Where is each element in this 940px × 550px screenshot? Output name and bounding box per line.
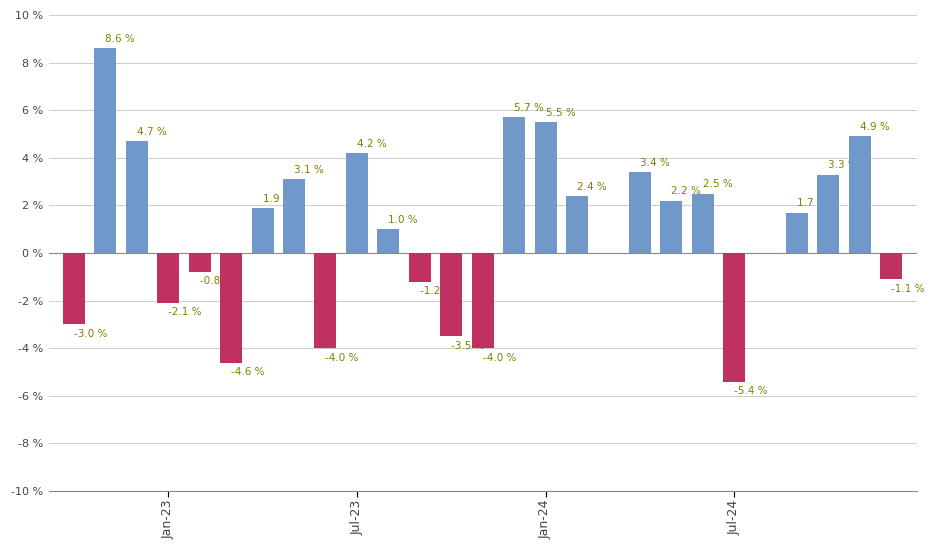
Bar	[346, 153, 368, 253]
Text: 1.9 %: 1.9 %	[262, 194, 292, 204]
Text: -0.8 %: -0.8 %	[199, 277, 233, 287]
Text: 2.5 %: 2.5 %	[703, 179, 732, 189]
Bar	[723, 253, 745, 382]
Bar	[660, 201, 682, 253]
Text: -3.0 %: -3.0 %	[74, 329, 107, 339]
Bar	[283, 179, 305, 253]
Text: 8.6 %: 8.6 %	[105, 34, 135, 44]
Text: 3.1 %: 3.1 %	[294, 165, 323, 175]
Text: -2.1 %: -2.1 %	[168, 307, 202, 317]
Text: -4.0 %: -4.0 %	[482, 353, 516, 362]
Text: 5.7 %: 5.7 %	[514, 103, 544, 113]
Bar	[315, 253, 337, 348]
Text: 1.0 %: 1.0 %	[388, 215, 418, 225]
Text: -3.5 %: -3.5 %	[451, 340, 485, 351]
Text: -1.1 %: -1.1 %	[891, 284, 925, 294]
Text: 2.4 %: 2.4 %	[577, 182, 606, 192]
Bar	[692, 194, 713, 253]
Bar	[566, 196, 588, 253]
Bar	[94, 48, 117, 253]
Text: 4.7 %: 4.7 %	[137, 127, 166, 137]
Text: 2.2 %: 2.2 %	[671, 186, 701, 196]
Text: 1.7 %: 1.7 %	[797, 199, 827, 208]
Text: -5.4 %: -5.4 %	[734, 386, 768, 396]
Text: 3.3 %: 3.3 %	[828, 160, 858, 170]
Text: -4.6 %: -4.6 %	[231, 367, 265, 377]
Text: 4.9 %: 4.9 %	[860, 122, 889, 132]
Text: -4.0 %: -4.0 %	[325, 353, 359, 362]
Bar	[849, 136, 871, 253]
Bar	[440, 253, 462, 337]
Text: 3.4 %: 3.4 %	[640, 158, 669, 168]
Bar	[377, 229, 399, 253]
Bar	[629, 172, 650, 253]
Bar	[503, 118, 525, 253]
Bar	[189, 253, 211, 272]
Text: 4.2 %: 4.2 %	[357, 139, 386, 149]
Bar	[157, 253, 180, 303]
Bar	[126, 141, 148, 253]
Bar	[63, 253, 85, 324]
Bar	[818, 174, 839, 253]
Bar	[472, 253, 494, 348]
Bar	[409, 253, 431, 282]
Text: 5.5 %: 5.5 %	[545, 108, 575, 118]
Bar	[252, 208, 274, 253]
Text: -1.2 %: -1.2 %	[420, 286, 453, 296]
Bar	[881, 253, 902, 279]
Bar	[220, 253, 243, 362]
Bar	[535, 122, 556, 253]
Bar	[786, 213, 808, 253]
